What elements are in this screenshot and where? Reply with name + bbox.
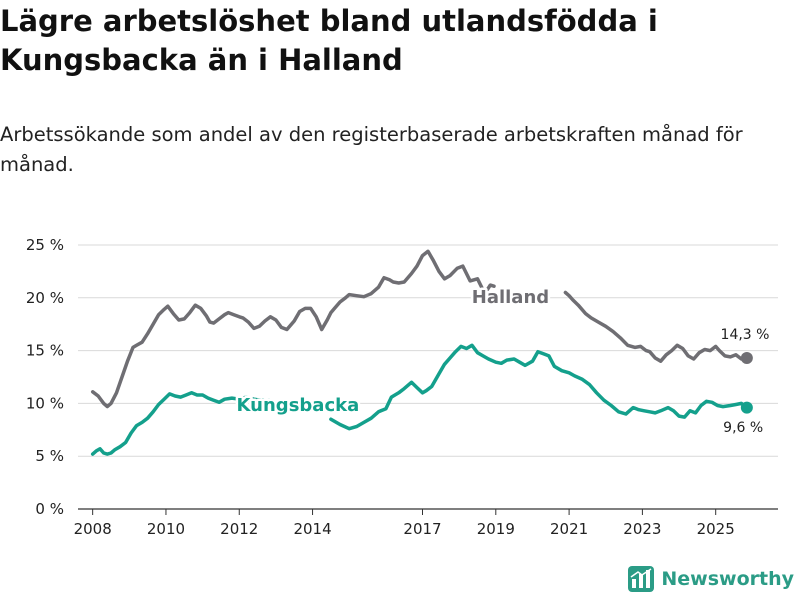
y-tick-label: 20 % (26, 289, 64, 307)
series-label-halland: Halland (472, 287, 549, 308)
x-tick-label: 2021 (550, 520, 588, 538)
end-point-kungsbacka (740, 401, 753, 414)
x-tick-label: 2008 (74, 520, 112, 538)
x-tick-label: 2014 (293, 520, 331, 538)
x-tick-label: 2025 (697, 520, 735, 538)
y-tick-label: 0 % (35, 500, 64, 518)
y-tick-label: 25 % (26, 236, 64, 254)
bar-chart-logo-icon (628, 566, 655, 592)
y-tick-label: 15 % (26, 342, 64, 360)
series-line-halland (90, 249, 496, 409)
x-tick-label: 2017 (403, 520, 441, 538)
end-value-label-kungsbacka: 9,6 % (723, 420, 763, 436)
newsworthy-brand[interactable]: Newsworthy (628, 566, 794, 592)
end-value-label-halland: 14,3 % (721, 327, 770, 343)
x-tick-label: 2019 (477, 520, 515, 538)
series-line-halland (563, 290, 749, 363)
chart-title: Lägre arbetslöshet bland utlandsfödda i … (0, 4, 658, 77)
x-tick-label: 2012 (220, 520, 258, 538)
brand-name: Newsworthy (661, 568, 794, 590)
chart-subtitle: Arbetssökande som andel av den registerb… (0, 123, 743, 176)
y-tick-label: 5 % (35, 447, 64, 465)
end-point-halland (740, 351, 753, 364)
series-line-kungsbacka (329, 343, 749, 431)
series-line-kungsbacka (90, 391, 271, 456)
x-tick-label: 2010 (147, 520, 185, 538)
y-tick-label: 10 % (26, 394, 64, 412)
series-label-kungsbacka: Kungsbacka (237, 395, 360, 416)
x-tick-label: 2023 (623, 520, 661, 538)
